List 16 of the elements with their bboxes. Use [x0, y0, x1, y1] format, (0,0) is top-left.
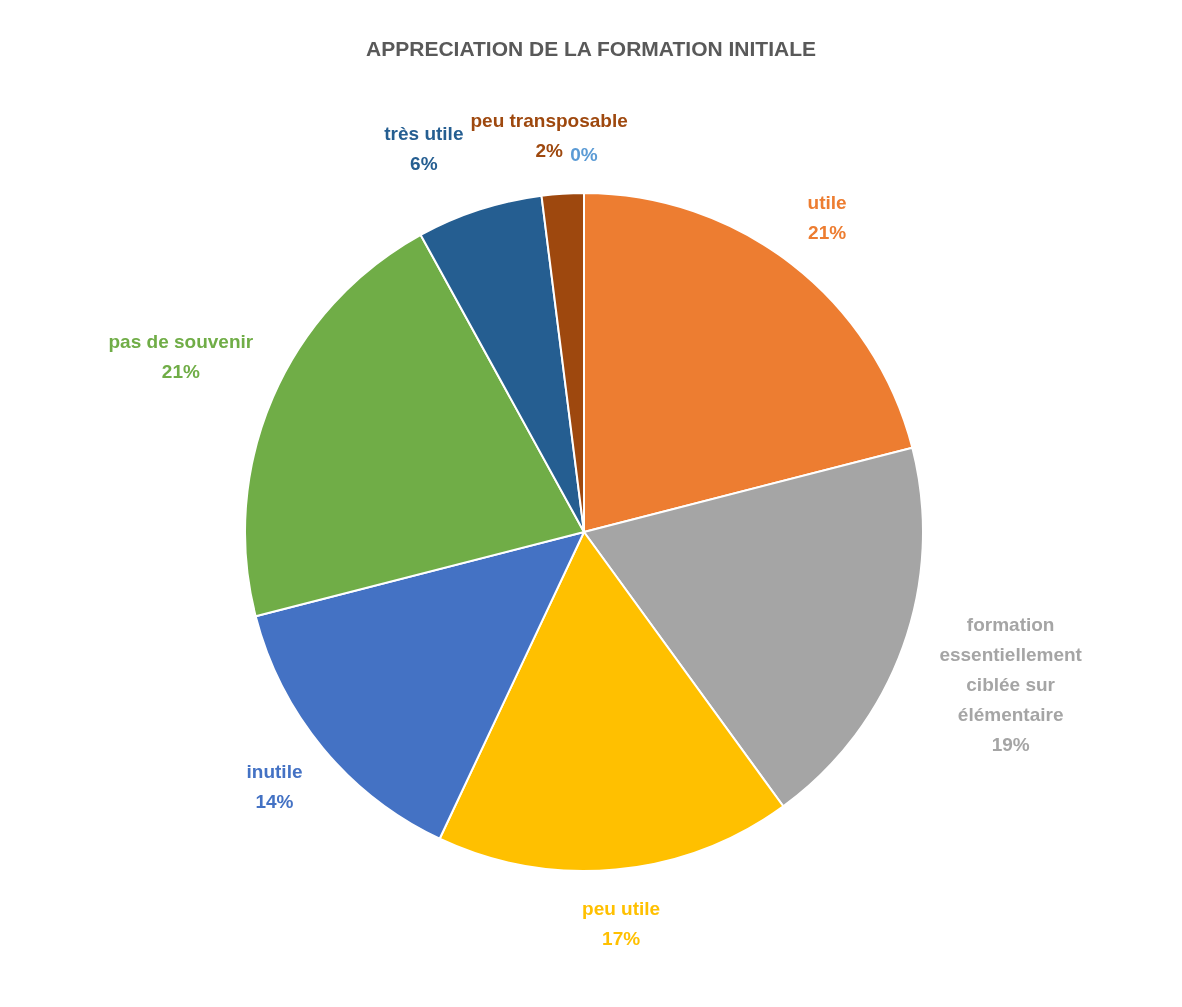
data-label: 14% — [255, 791, 294, 813]
slice-label: peu utile — [582, 898, 661, 920]
chart-title: APPRECIATION DE LA FORMATION INITIALE — [366, 36, 816, 60]
slice-label: utile — [807, 191, 847, 213]
slice-label: inutile — [246, 761, 303, 783]
data-label: 2% — [535, 140, 563, 162]
slice-label: formation essentiellement ciblée sur élémentaire — [939, 613, 1083, 725]
data-label: 21% — [161, 360, 200, 382]
data-label: 17% — [602, 928, 641, 950]
data-label: 6% — [410, 153, 438, 175]
slice-label: peu transposable — [470, 110, 628, 132]
slice-label: pas de souvenir — [108, 330, 254, 352]
text: 0% — [570, 144, 598, 166]
slice-label: très utile — [384, 123, 464, 145]
data-label: 19% — [991, 733, 1030, 755]
data-label: 21% — [808, 221, 847, 243]
